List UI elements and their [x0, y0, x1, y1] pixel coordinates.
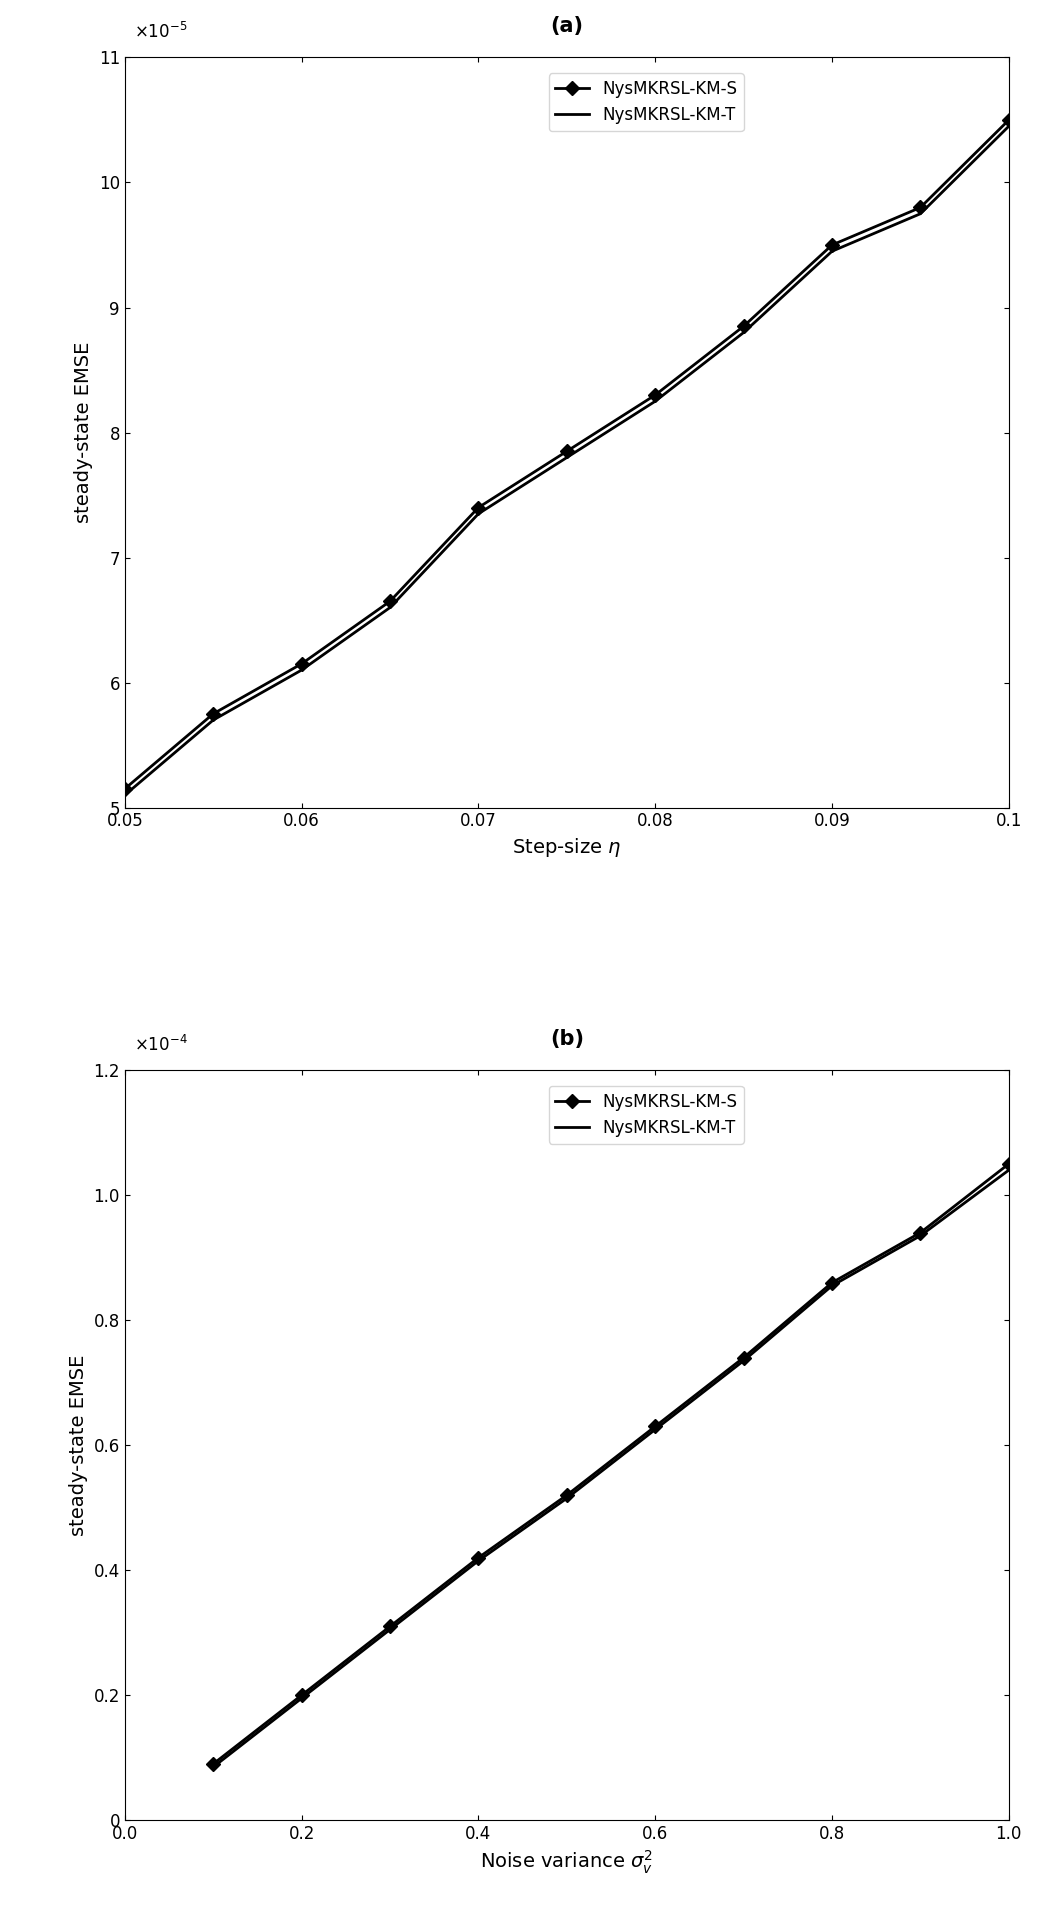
NysMKRSL-KM-S	[384, 590, 396, 613]
Legend: NysMKRSL-KM-S, NysMKRSL-KM-T: NysMKRSL-KM-S, NysMKRSL-KM-T	[549, 1086, 744, 1144]
NysMKRSL-KM-S	[914, 1220, 927, 1243]
Title: (a): (a)	[550, 17, 583, 36]
X-axis label: Step-size $\eta$: Step-size $\eta$	[513, 835, 621, 858]
Line: NysMKRSL-KM-T: NysMKRSL-KM-T	[213, 1171, 1009, 1767]
NysMKRSL-KM-T	[737, 322, 750, 345]
Line: NysMKRSL-KM-T: NysMKRSL-KM-T	[125, 126, 1009, 795]
NysMKRSL-KM-S	[737, 1347, 750, 1370]
NysMKRSL-KM-T	[384, 1617, 396, 1640]
NysMKRSL-KM-T	[737, 1349, 750, 1372]
NysMKRSL-KM-T	[472, 502, 485, 525]
X-axis label: Noise variance $\sigma_v^2$: Noise variance $\sigma_v^2$	[480, 1849, 653, 1876]
NysMKRSL-KM-T	[1003, 115, 1015, 138]
Y-axis label: steady-state EMSE: steady-state EMSE	[74, 341, 94, 523]
NysMKRSL-KM-S	[737, 314, 750, 337]
NysMKRSL-KM-S	[472, 496, 485, 519]
NysMKRSL-KM-S	[384, 1615, 396, 1638]
NysMKRSL-KM-T	[649, 389, 661, 412]
NysMKRSL-KM-T	[207, 1755, 219, 1778]
NysMKRSL-KM-S	[561, 1483, 573, 1506]
Y-axis label: steady-state EMSE: steady-state EMSE	[69, 1355, 88, 1537]
NysMKRSL-KM-T	[472, 1550, 485, 1573]
Line: NysMKRSL-KM-S: NysMKRSL-KM-S	[120, 115, 1014, 793]
NysMKRSL-KM-T	[826, 240, 838, 262]
NysMKRSL-KM-T	[561, 446, 573, 469]
NysMKRSL-KM-T	[295, 659, 308, 682]
NysMKRSL-KM-S	[826, 1270, 838, 1293]
NysMKRSL-KM-T	[207, 709, 219, 732]
NysMKRSL-KM-T	[119, 784, 131, 807]
NysMKRSL-KM-T	[914, 203, 927, 226]
NysMKRSL-KM-T	[295, 1686, 308, 1709]
Legend: NysMKRSL-KM-S, NysMKRSL-KM-T: NysMKRSL-KM-S, NysMKRSL-KM-T	[549, 73, 744, 130]
Title: (b): (b)	[550, 1029, 583, 1050]
NysMKRSL-KM-S	[649, 1414, 661, 1437]
NysMKRSL-KM-S	[561, 441, 573, 464]
NysMKRSL-KM-S	[1003, 1152, 1015, 1175]
Text: $\times 10^{-5}$: $\times 10^{-5}$	[133, 23, 187, 42]
NysMKRSL-KM-T	[1003, 1159, 1015, 1182]
NysMKRSL-KM-T	[561, 1487, 573, 1510]
Text: $\times 10^{-4}$: $\times 10^{-4}$	[133, 1035, 187, 1056]
NysMKRSL-KM-S	[649, 383, 661, 406]
NysMKRSL-KM-T	[649, 1418, 661, 1441]
NysMKRSL-KM-S	[207, 1753, 219, 1776]
NysMKRSL-KM-S	[295, 1684, 308, 1707]
NysMKRSL-KM-T	[384, 596, 396, 619]
NysMKRSL-KM-S	[472, 1546, 485, 1569]
NysMKRSL-KM-S	[1003, 109, 1015, 132]
NysMKRSL-KM-S	[119, 778, 131, 801]
NysMKRSL-KM-S	[914, 195, 927, 218]
NysMKRSL-KM-T	[826, 1274, 838, 1297]
NysMKRSL-KM-T	[914, 1224, 927, 1247]
NysMKRSL-KM-S	[826, 234, 838, 257]
NysMKRSL-KM-S	[207, 703, 219, 726]
Line: NysMKRSL-KM-S: NysMKRSL-KM-S	[208, 1159, 1014, 1768]
NysMKRSL-KM-S	[295, 651, 308, 674]
